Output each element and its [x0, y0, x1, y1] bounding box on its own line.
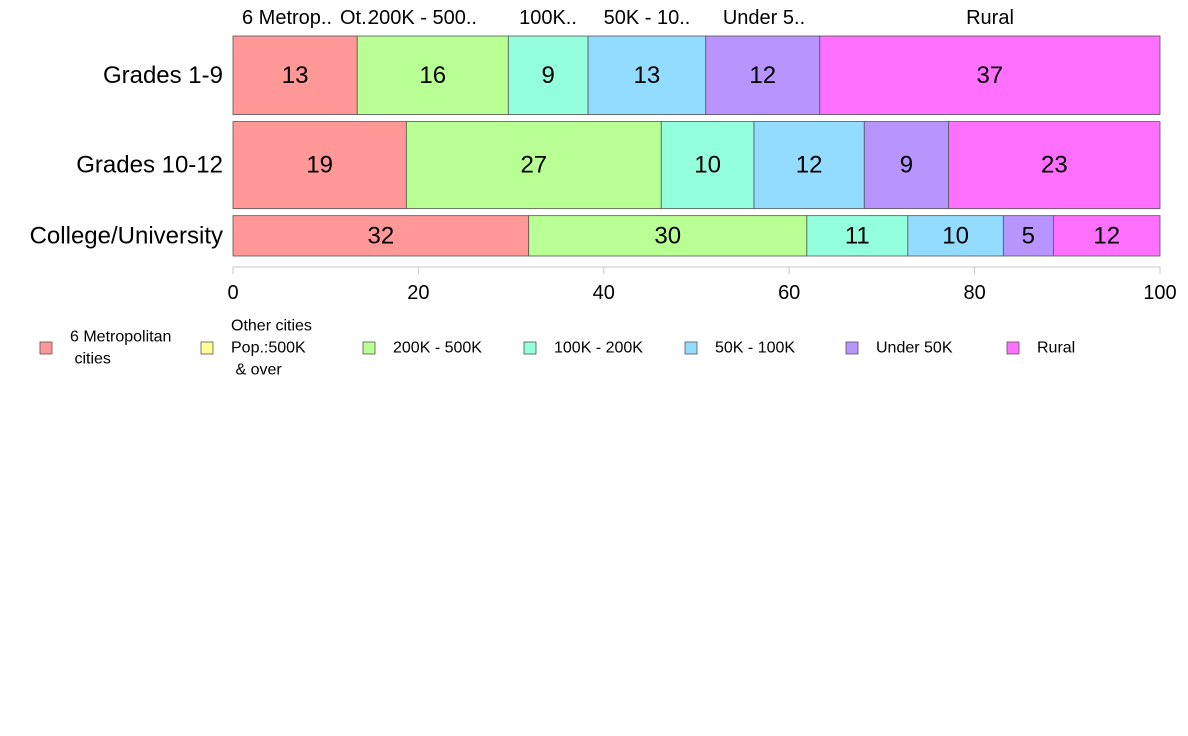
data-label: 5	[1022, 222, 1035, 249]
data-label: 37	[977, 62, 1004, 89]
data-label: 27	[520, 152, 547, 179]
legend-item-100k: 100K - 200K	[523, 340, 643, 357]
bar-grades-10-12-under-5	[863, 121, 950, 210]
top-label-under-5: Under 5..	[723, 7, 805, 29]
data-label: 30	[654, 222, 681, 249]
data-label: 9	[542, 62, 555, 89]
legend-label: 50K - 100K	[715, 340, 795, 357]
bar-grades-1-9-rural	[819, 35, 1161, 115]
bar-grades-10-12-6-metrop	[232, 121, 407, 210]
x-axis: 0 20 40 60 80 100	[227, 266, 1177, 304]
top-label-ot: Ot..	[340, 7, 372, 29]
data-label: 12	[796, 152, 823, 179]
data-label: 16	[419, 62, 446, 89]
bar-grades-1-9-50k-10	[587, 35, 707, 115]
bar-college-university-100k	[806, 215, 909, 257]
x-tick-label: 60	[778, 282, 800, 304]
data-label: 23	[1041, 152, 1068, 179]
legend-swatch	[200, 341, 214, 355]
data-label: 10	[694, 152, 721, 179]
x-tick-label: 80	[963, 282, 985, 304]
data-label: 12	[1093, 222, 1120, 249]
legend-item-50k-10: 50K - 100K	[684, 340, 795, 357]
data-label: 12	[749, 62, 776, 89]
bar-grades-1-9-under-5	[705, 35, 821, 115]
data-label: 19	[306, 152, 333, 179]
legend-item-6-metrop: 6 Metropolitan cities	[39, 329, 171, 368]
legend-swatch	[684, 341, 698, 355]
legend-item-rural: Rural	[1006, 340, 1075, 357]
legend-swatch	[362, 341, 376, 355]
bar-college-university-200k-500	[528, 215, 808, 257]
bars: 13 16 9 13 12 37 19 27 10 12 9 23 32 30 11 10 5 12	[232, 35, 1161, 257]
legend-label: Rural	[1037, 340, 1075, 357]
top-column-labels: 6 Metrop.. Ot..200K - 500.. 100K.. 50K - 10…	[242, 7, 1014, 29]
legend-item-ot: Other cities Pop.:500K & over	[200, 318, 312, 379]
legend-swatch	[845, 341, 859, 355]
x-tick-label: 40	[593, 282, 615, 304]
category-labels: Grades 1-9 Grades 10-12 College/University	[30, 62, 223, 250]
data-label: 9	[900, 152, 913, 179]
legend-label: Other cities Pop.:500K & over	[231, 318, 312, 379]
x-tick-label: 100	[1143, 282, 1176, 304]
x-tick-label: 0	[227, 282, 238, 304]
legend-swatch	[39, 341, 53, 355]
legend-swatch	[523, 341, 537, 355]
legend-item-under-5: Under 50K	[845, 340, 953, 357]
top-label-200k-500: 200K - 500..	[368, 7, 477, 29]
category-label-grades-10-12: Grades 10-12	[76, 152, 223, 179]
data-label: 32	[368, 222, 395, 249]
bar-grades-10-12-50k-10	[753, 121, 865, 210]
bar-grades-1-9-200k-500	[356, 35, 509, 115]
x-tick-label: 20	[407, 282, 429, 304]
top-label-6-metrop: 6 Metrop..	[242, 7, 332, 29]
bar-college-university-6-metrop	[232, 215, 530, 257]
top-label-rural: Rural	[966, 7, 1014, 29]
legend-item-200k-500: 200K - 500K	[362, 340, 482, 357]
legend-swatch	[1006, 341, 1020, 355]
legend-label: 100K - 200K	[554, 340, 643, 357]
top-label-100k: 100K..	[519, 7, 577, 29]
bar-grades-10-12-200k-500	[405, 121, 662, 210]
data-label: 13	[634, 62, 661, 89]
legend: 6 Metropolitan cities Other cities Pop.:50…	[39, 318, 1075, 379]
bar-grades-10-12-rural	[948, 121, 1161, 210]
data-label: 11	[845, 222, 870, 249]
bar-college-university-rural	[1052, 215, 1161, 257]
category-label-college-university: College/University	[30, 222, 223, 249]
bar-grades-10-12-100k	[660, 121, 755, 210]
legend-label: Under 50K	[876, 340, 953, 357]
data-label: 13	[282, 62, 309, 89]
legend-label: 200K - 500K	[393, 340, 482, 357]
data-label: 10	[942, 222, 969, 249]
top-label-50k-10: 50K - 10..	[604, 7, 691, 29]
category-label-grades-1-9: Grades 1-9	[103, 62, 223, 89]
legend-label: 6 Metropolitan cities	[70, 329, 171, 368]
